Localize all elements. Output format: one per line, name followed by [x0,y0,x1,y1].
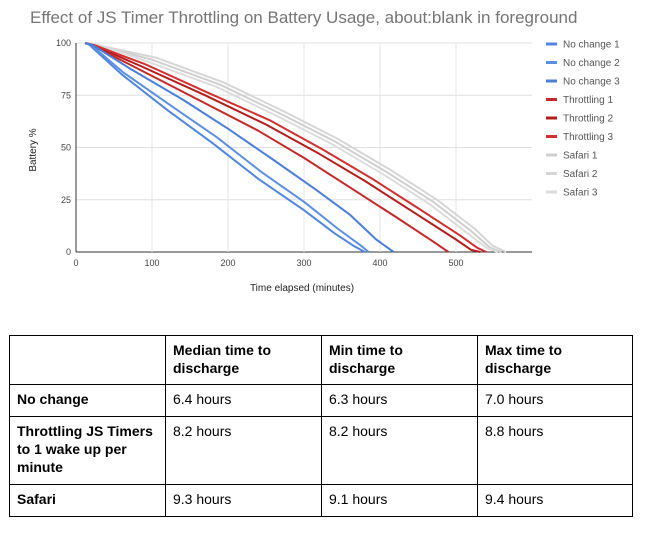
series-line-no-change-2 [84,42,370,253]
legend-label: Safari 1 [563,151,598,162]
y-tick-label: 25 [61,195,71,205]
table-cell: 6.3 hours [321,384,478,417]
table-row: No change 6.4 hours 6.3 hours 7.0 hours [9,384,633,417]
table-row-label: Throttling JS Timers to 1 wake up per mi… [9,416,166,485]
table-cell: 9.3 hours [165,484,322,517]
series-line-no-change-3 [84,42,395,253]
table-cell: 6.4 hours [165,384,322,417]
table-header-cell: Max time to discharge [477,335,633,385]
grid [75,42,532,253]
table-row-label: No change [9,384,166,417]
series-line-safari-1 [84,42,502,253]
x-axis-label: Time elapsed (minutes) [250,283,354,294]
series-line-safari-2 [84,42,507,253]
discharge-time-table: Median time to discharge Min time to dis… [9,335,633,517]
series-lines [84,42,507,253]
legend-label: Throttling 3 [563,132,613,143]
legend-label: No change 1 [563,40,620,51]
y-tick-label: 0 [66,247,71,257]
y-tick-label: 75 [61,90,71,100]
table-header-row: Median time to discharge Min time to dis… [9,335,633,385]
legend: No change 1 No change 2 No change 3 Throttl… [546,40,620,199]
series-line-throttling-2 [84,42,481,253]
y-tick-label: 50 [61,143,71,153]
legend-label: No change 2 [563,58,620,69]
y-axis-label: Battery % [28,128,39,171]
table-header-cell: Median time to discharge [165,335,322,385]
table-row: Safari 9.3 hours 9.1 hours 9.4 hours [9,484,633,517]
table-header-cell [9,335,166,385]
x-tick-label: 200 [220,258,235,268]
table-cell: 7.0 hours [477,384,633,417]
chart-title: Effect of JS Timer Throttling on Battery… [30,8,578,27]
series-line-safari-3 [84,42,499,253]
x-tick-label: 100 [144,258,159,268]
series-line-throttling-1 [84,42,449,253]
table-row: Throttling JS Timers to 1 wake up per mi… [9,416,633,485]
table-cell: 9.4 hours [477,484,633,517]
legend-label: Throttling 2 [563,114,613,125]
x-tick-label: 0 [73,258,78,268]
table-cell: 8.2 hours [321,416,478,485]
x-tick-label: 300 [296,258,311,268]
table-cell: 8.2 hours [165,416,322,485]
table-row-label: Safari [9,484,166,517]
x-tick-label: 400 [372,258,387,268]
legend-label: Safari 2 [563,169,598,180]
legend-label: Throttling 1 [563,95,613,106]
series-line-throttling-3 [84,42,487,253]
legend-label: No change 3 [563,77,620,88]
table-cell: 8.8 hours [477,416,633,485]
y-tick-label: 100 [56,38,71,48]
table-header-cell: Min time to discharge [321,335,478,385]
legend-label: Safari 3 [563,188,598,199]
x-tick-label: 500 [448,258,463,268]
axes: 0 25 50 75 100 0 100 200 300 400 500 [56,38,464,268]
series-line-no-change-1 [84,42,366,253]
table-cell: 9.1 hours [321,484,478,517]
